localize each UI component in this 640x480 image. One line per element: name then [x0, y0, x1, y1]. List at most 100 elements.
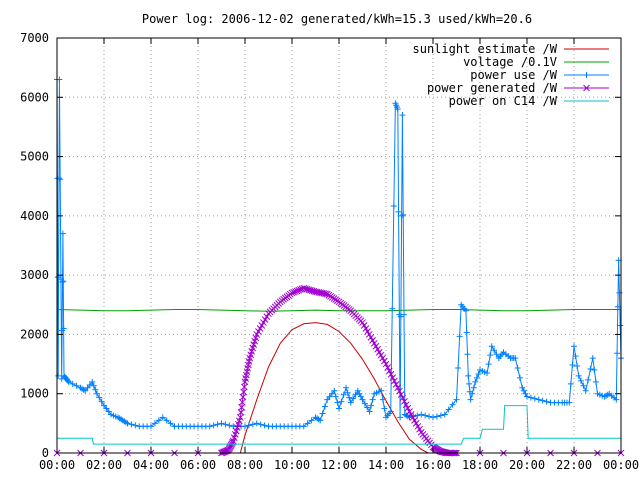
x-tick-label: 08:00 [227, 458, 263, 472]
data-point-power-use-w [441, 411, 448, 418]
data-point-power-generated-w [292, 288, 299, 295]
data-point-power-use-w [55, 372, 62, 379]
data-point-power-generated-w [386, 367, 393, 375]
data-point-power-use-w [86, 381, 93, 388]
data-point-power-use-w [399, 112, 406, 119]
legend-label: power generated /W [427, 81, 558, 95]
data-point-power-use-w [69, 380, 76, 387]
data-point-power-use-w [393, 104, 400, 111]
data-point-power-use-w [426, 413, 433, 420]
data-point-power-use-w [531, 395, 538, 402]
series-power-generated-w [53, 284, 625, 457]
x-tick-label: 04:00 [133, 458, 169, 472]
data-point-power-use-w [151, 420, 158, 427]
data-point-power-use-w [465, 372, 472, 379]
data-point-power-use-w [386, 410, 393, 417]
x-tick-label: 10:00 [274, 458, 310, 472]
data-point-power-use-w [218, 420, 225, 427]
y-tick-label: 5000 [20, 150, 49, 164]
data-point-power-use-w [346, 394, 353, 401]
data-point-power-use-w [155, 417, 162, 424]
data-point-power-use-w [422, 412, 429, 419]
data-point-power-use-w [514, 365, 521, 372]
data-point-power-use-w [257, 421, 264, 428]
data-point-power-use-w [328, 390, 335, 397]
axis-ticks: 0 1000 2000 3000 4000 5000 6000 7000 00:00 02:00 0… [20, 31, 639, 472]
x-tick-label: 14:00 [368, 458, 404, 472]
data-point-power-generated-w [416, 425, 423, 433]
data-point-power-use-w [366, 408, 373, 415]
data-point-power-use-w [105, 408, 112, 415]
data-point-power-use-w [357, 393, 364, 400]
data-point-power-use-w [456, 333, 463, 340]
data-point-power-use-w [400, 211, 407, 218]
legend-marker [583, 72, 590, 78]
x-tick-label: 00:00 [39, 458, 75, 472]
data-point-power-use-w [463, 329, 470, 336]
data-point-power-generated-w [404, 404, 412, 412]
data-point-power-use-w [96, 394, 103, 401]
x-tick-label: 22:00 [556, 458, 592, 472]
data-point-power-use-w [202, 423, 209, 430]
data-point-power-use-w [59, 230, 66, 237]
data-point-power-generated-w [392, 381, 400, 388]
data-point-power-use-w [64, 376, 71, 383]
data-point-power-use-w [321, 403, 328, 410]
data-point-power-use-w [395, 208, 402, 215]
data-point-power-generated-w [290, 288, 298, 296]
data-point-power-use-w [582, 387, 589, 394]
data-point-power-use-w [210, 422, 217, 429]
data-point-power-use-w [390, 202, 397, 209]
data-point-power-use-w [516, 374, 523, 381]
data-point-power-use-w [352, 391, 359, 398]
data-point-power-use-w [587, 366, 594, 373]
series-line-voltage-0-1v [56, 309, 621, 312]
data-point-power-use-w [505, 353, 512, 360]
data-point-power-use-w [90, 382, 97, 389]
data-point-power-use-w [467, 396, 474, 403]
data-point-power-use-w [398, 212, 405, 219]
data-point-power-use-w [368, 402, 375, 409]
x-tick-label: 12:00 [321, 458, 357, 472]
data-point-power-use-w [592, 378, 599, 385]
data-point-power-use-w [179, 423, 186, 430]
legend-item-power-use-w: power use /W [470, 68, 609, 82]
data-point-power-use-w [92, 386, 99, 393]
data-point-power-use-w [59, 279, 66, 286]
legend-label: voltage /0.1V [463, 55, 557, 69]
data-point-power-generated-w [402, 401, 410, 409]
data-point-power-use-w [273, 423, 280, 430]
x-tick-label: 06:00 [180, 458, 216, 472]
data-point-power-use-w [249, 421, 256, 428]
data-point-power-use-w [574, 363, 581, 370]
data-point-power-generated-w [308, 287, 316, 295]
data-point-power-use-w [343, 384, 350, 391]
data-point-power-generated-w [396, 387, 403, 395]
data-point-power-use-w [245, 422, 252, 429]
data-point-power-use-w [361, 400, 368, 407]
data-point-power-use-w [616, 289, 623, 296]
data-point-power-use-w [563, 399, 570, 406]
y-tick-label: 6000 [20, 90, 49, 104]
data-point-power-use-w [527, 394, 534, 401]
x-tick-label: 18:00 [462, 458, 498, 472]
data-point-power-use-w [569, 362, 576, 369]
legend-item-sunlight-estimate-w: sunlight estimate /W [413, 42, 609, 56]
data-point-power-use-w [567, 380, 574, 387]
legend-label: power on C14 /W [449, 94, 558, 108]
series-sunlight-estimate-w [239, 322, 429, 454]
y-tick-label: 4000 [20, 209, 49, 223]
data-point-power-generated-w [293, 287, 301, 295]
data-point-power-use-w [437, 412, 444, 419]
data-point-power-use-w [473, 374, 480, 381]
data-point-power-use-w [222, 421, 229, 428]
data-point-power-use-w [336, 405, 342, 412]
data-point-power-generated-w [263, 313, 271, 320]
data-point-power-use-w [347, 399, 354, 406]
data-point-power-use-w [493, 351, 500, 358]
data-point-power-use-w [296, 423, 303, 430]
data-point-power-use-w [445, 406, 452, 413]
data-point-power-generated-w [384, 364, 392, 371]
